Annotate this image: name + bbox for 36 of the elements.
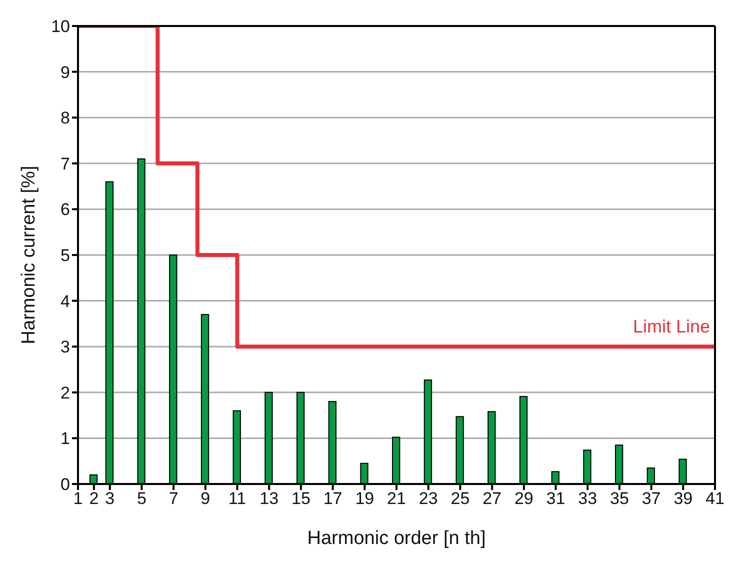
x-tick-label: 19 — [355, 489, 374, 508]
x-tick-label: 37 — [642, 489, 661, 508]
y-tick-label: 2 — [60, 383, 70, 402]
y-tick-label: 8 — [60, 108, 70, 128]
x-tick-label: 7 — [168, 489, 178, 508]
x-tick-label: 13 — [260, 489, 279, 508]
x-tick-label: 5 — [136, 489, 146, 508]
x-tick-label: 2 — [89, 489, 99, 508]
series-label: Limit Line — [632, 316, 710, 337]
x-axis-title: Harmonic order [n th] — [307, 528, 486, 549]
x-tick-label: 23 — [418, 489, 438, 508]
x-tick-label: 27 — [482, 489, 502, 508]
x-tick-label: 9 — [200, 489, 210, 508]
y-tick-label: 0 — [60, 475, 70, 494]
y-tick-label: 1 — [60, 429, 70, 448]
y-tick-label: 10 — [51, 17, 70, 36]
x-tick-label: 41 — [706, 489, 724, 508]
y-tick-label: 7 — [60, 154, 70, 174]
x-tick-label: 21 — [387, 489, 406, 508]
x-tick-label: 11 — [228, 489, 246, 508]
y-tick-label: 5 — [60, 246, 70, 266]
x-tick-label: 3 — [105, 489, 115, 508]
x-tick-label: 29 — [514, 489, 534, 508]
x-tick-label: 1 — [73, 489, 83, 508]
x-tick-label: 15 — [291, 489, 310, 508]
x-tick-label: 35 — [610, 489, 629, 508]
y-tick-label: 9 — [60, 62, 70, 82]
x-tick-label: 17 — [323, 489, 342, 508]
x-tick-label: 33 — [578, 489, 598, 508]
x-tick-label: 39 — [674, 489, 693, 508]
y-tick-label: 4 — [60, 292, 70, 311]
y-tick-label: 3 — [60, 338, 70, 357]
y-axis-title: Harmonic current [%] — [18, 166, 40, 344]
x-tick-label: 31 — [546, 489, 566, 508]
x-tick-label: 25 — [450, 489, 470, 508]
y-tick-label: 6 — [60, 200, 70, 220]
